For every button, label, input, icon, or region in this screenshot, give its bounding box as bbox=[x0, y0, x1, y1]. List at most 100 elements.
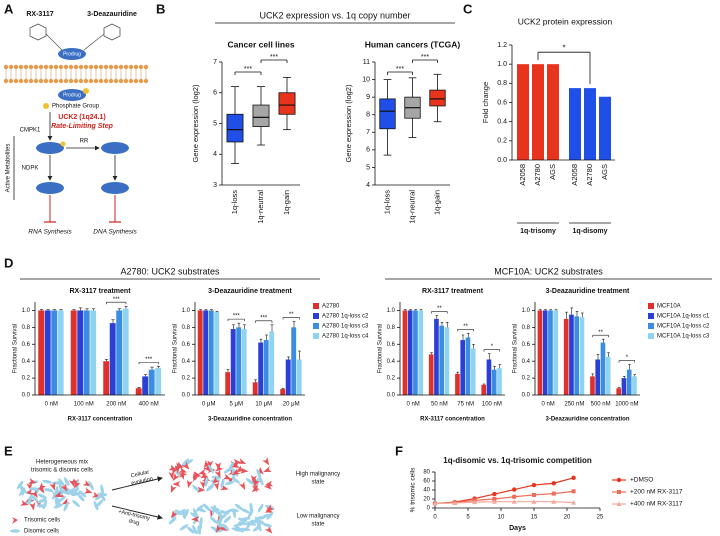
outcome: DNA Synthesis bbox=[93, 229, 137, 236]
lipid-head bbox=[53, 64, 59, 70]
legend-label: +200 nM RX-3117 bbox=[630, 489, 683, 496]
bond bbox=[83, 33, 105, 51]
panel-label: C bbox=[463, 1, 473, 16]
chart-title: RX-3117 treatment bbox=[422, 288, 484, 295]
panel-label: A bbox=[4, 1, 14, 16]
y-tick-label: 0.4 bbox=[522, 359, 531, 365]
y-tick-label: 0.2 bbox=[182, 376, 191, 382]
group-title: UCK2 expression vs. 1q copy number bbox=[259, 10, 410, 20]
bar bbox=[418, 310, 424, 395]
bar bbox=[285, 359, 291, 395]
lipid-head bbox=[98, 78, 104, 84]
lipid-head bbox=[28, 78, 34, 84]
bar bbox=[517, 64, 529, 160]
disomic-cell bbox=[37, 498, 47, 504]
lipid-head bbox=[43, 64, 49, 70]
trisomic-cell bbox=[179, 469, 188, 478]
bar bbox=[532, 64, 544, 160]
legend-label: +400 nM RX-3117 bbox=[630, 501, 683, 508]
legend-label: A2780 1q-loss c3 bbox=[322, 324, 369, 330]
x-tick-label: 0 nM bbox=[541, 402, 554, 408]
disomic-cell bbox=[63, 477, 70, 486]
x-tick-label: 15 bbox=[531, 515, 538, 521]
trisomic-cell bbox=[60, 483, 68, 492]
trisomic-cell bbox=[238, 481, 246, 491]
disomic-cell bbox=[16, 480, 24, 490]
disomic-cell bbox=[196, 504, 204, 512]
significance: *** bbox=[421, 54, 429, 61]
disomic-cell bbox=[78, 490, 87, 498]
lipid-head bbox=[33, 64, 39, 70]
y-axis-label: Fold change bbox=[481, 82, 490, 123]
disomic-cell bbox=[221, 523, 230, 531]
bar bbox=[70, 310, 77, 395]
lipid-head bbox=[68, 78, 74, 84]
disomic-cell bbox=[257, 503, 264, 513]
lipid-head bbox=[3, 64, 9, 70]
marker bbox=[452, 500, 458, 506]
x-axis-label: RX-3117 concentration bbox=[68, 417, 133, 423]
bar bbox=[258, 342, 264, 395]
disomic-cell bbox=[168, 517, 177, 525]
disomic-cell bbox=[211, 475, 222, 480]
lipid-head bbox=[83, 64, 89, 70]
metabolite bbox=[36, 142, 64, 154]
bar bbox=[252, 382, 258, 395]
disomic-cell bbox=[77, 493, 85, 502]
trisomic-cell bbox=[191, 516, 200, 523]
marker bbox=[511, 499, 517, 504]
disomic-cell bbox=[174, 509, 184, 516]
y-axis-label: Fractional Survival bbox=[173, 324, 179, 373]
lipid-head bbox=[98, 64, 104, 70]
x-tick-label: 0 bbox=[433, 515, 437, 521]
bar bbox=[296, 359, 302, 395]
lipid-head bbox=[88, 78, 94, 84]
trisomic-cell bbox=[28, 478, 37, 484]
x-tick-label: 250 nM bbox=[564, 402, 584, 408]
trisomic-cell bbox=[215, 462, 222, 471]
lipid-head bbox=[13, 64, 19, 70]
disomic-cell bbox=[71, 491, 82, 497]
bar bbox=[569, 88, 581, 160]
y-tick-label: 0.6 bbox=[22, 342, 31, 348]
series-line bbox=[434, 501, 574, 505]
arrow bbox=[111, 505, 163, 520]
disomic-cell bbox=[93, 500, 99, 511]
metabolite bbox=[36, 182, 64, 194]
x-tick-label: 20 μM bbox=[283, 402, 300, 408]
bar bbox=[574, 316, 580, 395]
x-tick-label: 0 μM bbox=[202, 402, 215, 408]
legend-swatch bbox=[313, 303, 319, 309]
bar bbox=[269, 331, 275, 395]
bar bbox=[402, 310, 408, 395]
x-tick-label: 25 bbox=[597, 515, 604, 521]
lipid-head bbox=[48, 78, 54, 84]
trisomic-cell bbox=[82, 479, 92, 487]
disomic-cell bbox=[30, 494, 39, 502]
trisomic-cell bbox=[215, 464, 224, 472]
molecule bbox=[29, 23, 47, 41]
y-axis-label: Gene expression (log2) bbox=[344, 84, 353, 162]
x-tick-label: A2780 bbox=[585, 164, 594, 186]
x-axis-label: 3-Deazauridine concentration bbox=[545, 417, 629, 423]
disomic-cell bbox=[192, 484, 200, 493]
y-tick-label: 4 bbox=[213, 151, 217, 158]
bar bbox=[38, 310, 45, 395]
bar bbox=[465, 337, 471, 395]
bar bbox=[632, 376, 637, 395]
x-tick-label: 1000 nM bbox=[615, 402, 638, 408]
y-tick-label: 0.4 bbox=[497, 119, 507, 126]
cells bbox=[16, 457, 275, 535]
bar bbox=[547, 64, 559, 160]
lipid-head bbox=[48, 64, 54, 70]
disomic-cell bbox=[255, 519, 265, 525]
chart-title: UCK2 protein expression bbox=[518, 16, 613, 26]
group-label: 1q-trisomy bbox=[520, 228, 556, 235]
membrane bbox=[3, 64, 149, 84]
lipid-head bbox=[43, 78, 49, 84]
x-tick-label: 10 bbox=[498, 515, 505, 521]
y-tick-label: 0.4 bbox=[22, 359, 31, 365]
bar bbox=[569, 314, 574, 395]
trisomic-cell bbox=[178, 467, 188, 473]
disomic-cell bbox=[27, 494, 32, 505]
